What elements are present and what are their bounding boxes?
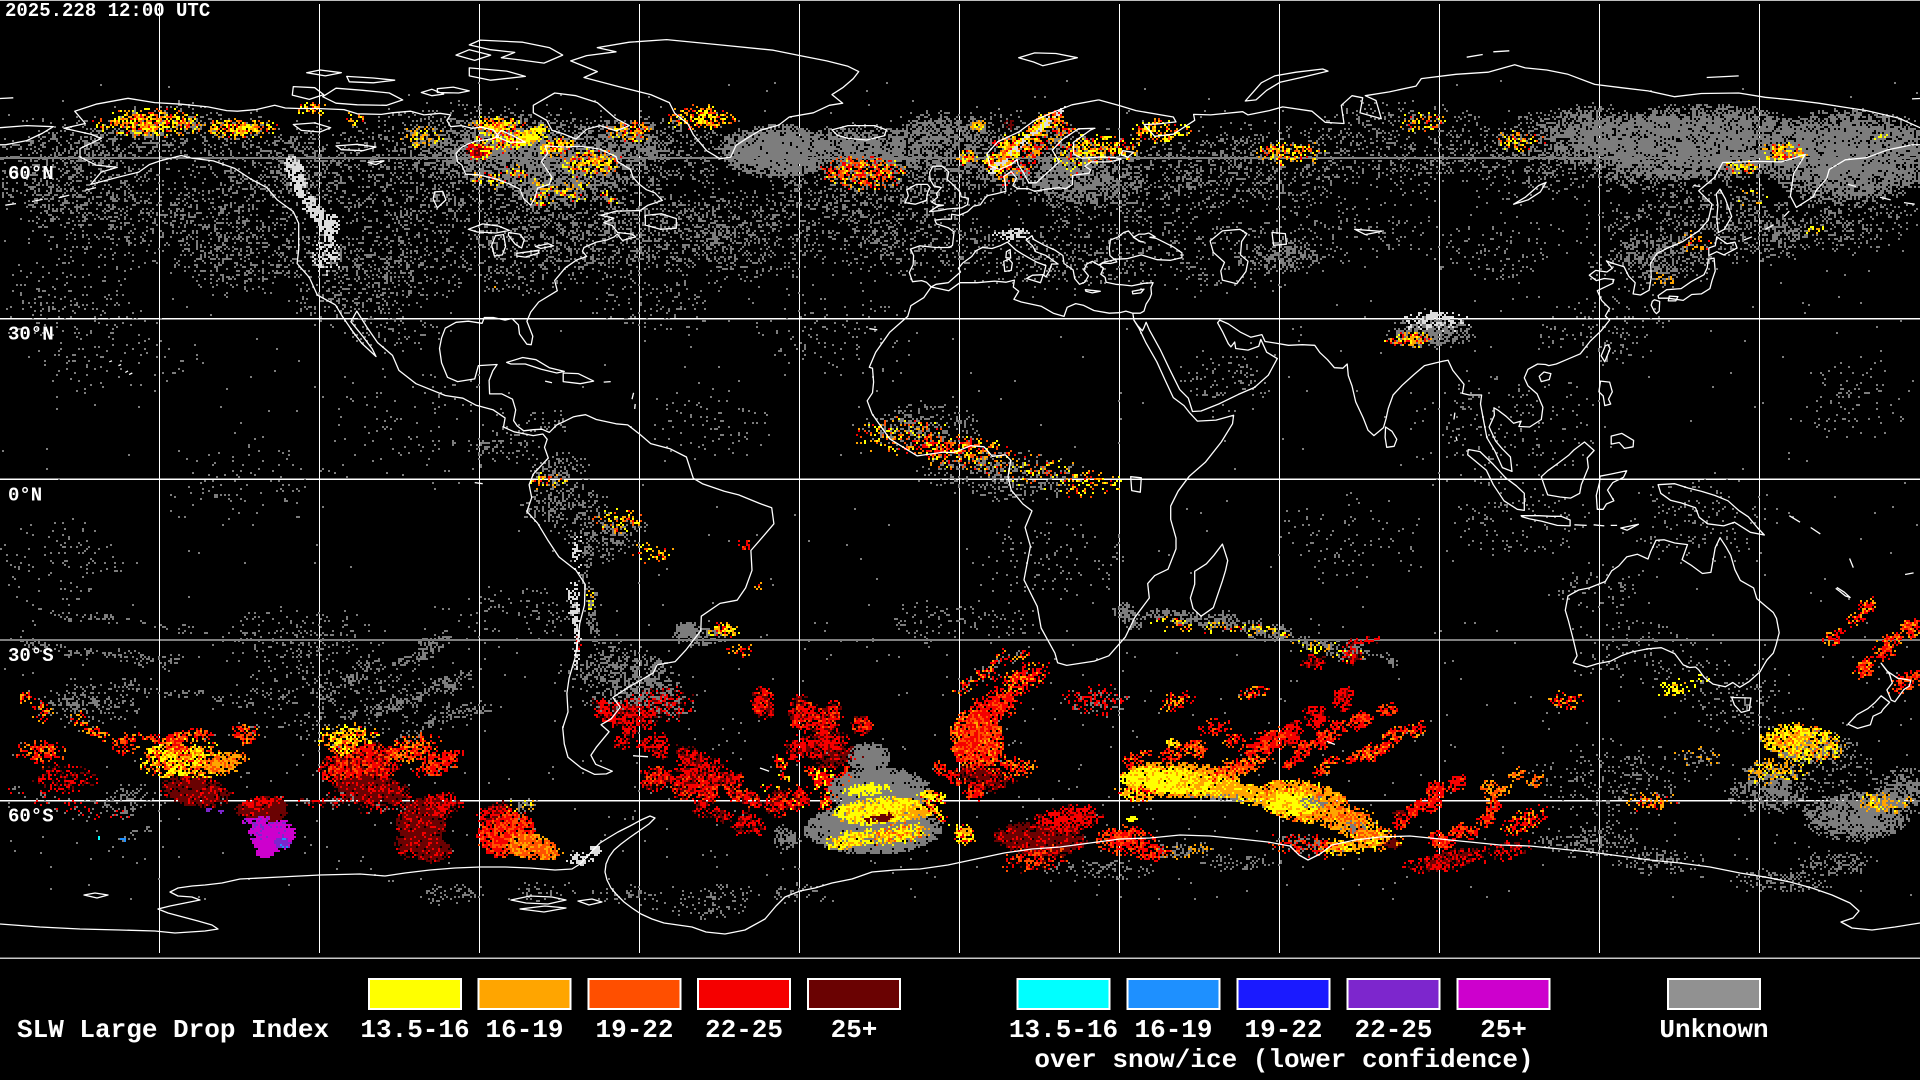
svg-text:30°S: 30°S [8,645,54,667]
svg-text:16-19: 16-19 [485,1015,563,1045]
svg-text:19-22: 19-22 [595,1015,673,1045]
svg-text:13.5-16: 13.5-16 [1009,1015,1118,1045]
svg-text:0°N: 0°N [8,484,42,506]
svg-text:25+: 25+ [1480,1015,1527,1045]
svg-text:22-25: 22-25 [1354,1015,1432,1045]
svg-text:13.5-16: 13.5-16 [360,1015,469,1045]
svg-text:2025.228 12:00 UTC: 2025.228 12:00 UTC [5,0,210,22]
svg-text:Unknown: Unknown [1659,1015,1768,1045]
svg-text:25+: 25+ [831,1015,878,1045]
svg-text:19-22: 19-22 [1244,1015,1322,1045]
svg-text:over snow/ice (lower confidenc: over snow/ice (lower confidence) [1034,1045,1533,1075]
svg-text:22-25: 22-25 [705,1015,783,1045]
svg-text:60°N: 60°N [8,163,54,185]
svg-text:30°N: 30°N [8,324,54,346]
svg-text:16-19: 16-19 [1134,1015,1212,1045]
svg-text:SLW Large Drop Index: SLW Large Drop Index [17,1015,329,1045]
svg-text:60°S: 60°S [8,806,54,828]
